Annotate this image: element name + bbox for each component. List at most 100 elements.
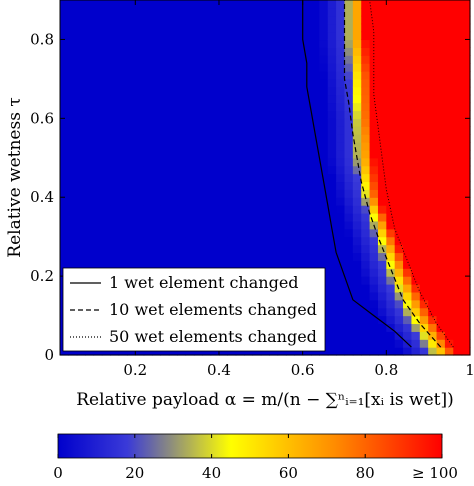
heat-cell <box>160 31 170 41</box>
heat-cell <box>177 197 187 206</box>
heat-cell <box>269 55 279 64</box>
heat-cell <box>336 220 346 230</box>
heat-cell <box>244 31 254 41</box>
heat-cell <box>76 236 86 246</box>
heat-cell <box>68 252 78 261</box>
heat-cell <box>152 213 162 222</box>
heat-cell <box>126 55 136 64</box>
heat-cell <box>411 86 421 96</box>
heat-cell <box>185 102 195 112</box>
heat-cell <box>386 331 396 340</box>
heat-cell <box>444 134 454 143</box>
heat-cell <box>110 220 120 230</box>
heat-cell <box>252 63 262 72</box>
heat-cell <box>152 134 162 143</box>
heat-cell <box>244 220 254 230</box>
heat-cell <box>336 339 346 348</box>
heat-cell <box>260 189 270 198</box>
heat-cell <box>260 86 270 96</box>
heat-cell <box>168 244 178 254</box>
heat-cell <box>135 228 145 238</box>
heat-cell <box>403 110 413 119</box>
heat-cell <box>394 291 404 301</box>
heat-cell <box>110 244 120 254</box>
heat-cell <box>327 260 337 269</box>
heat-cell <box>143 197 153 206</box>
heat-cell <box>294 23 304 33</box>
heat-cell <box>193 15 203 25</box>
heat-cell <box>185 110 195 119</box>
heat-cell <box>369 213 379 222</box>
heat-cell <box>160 110 170 119</box>
heat-cell <box>93 157 103 167</box>
heat-cell <box>202 110 212 119</box>
heat-cell <box>453 142 463 151</box>
heat-cell <box>394 31 404 41</box>
heat-cell <box>444 220 454 230</box>
heat-cell <box>453 94 463 104</box>
heat-cell <box>93 134 103 143</box>
heat-cell <box>260 78 270 88</box>
heat-cell <box>68 260 78 269</box>
heat-cell <box>394 181 404 190</box>
heat-cell <box>461 276 471 285</box>
heat-cell <box>101 86 111 96</box>
heat-cell <box>177 118 187 127</box>
heat-cell <box>60 47 69 56</box>
heat-cell <box>143 213 153 222</box>
heat-cell <box>68 110 78 119</box>
heat-cell <box>453 23 463 33</box>
heat-cell <box>411 39 421 48</box>
heat-cell <box>177 110 187 119</box>
heat-cell <box>436 157 446 167</box>
heat-cell <box>277 0 287 9</box>
heat-cell <box>411 220 421 230</box>
heat-cell <box>411 110 421 119</box>
heat-cell <box>227 47 237 56</box>
heat-cell <box>152 0 162 9</box>
heat-cell <box>419 86 429 96</box>
heat-cell <box>202 94 212 104</box>
heat-cell <box>227 205 237 214</box>
heat-cell <box>202 260 212 269</box>
heat-cell <box>152 252 162 261</box>
heat-cell <box>361 118 371 127</box>
heat-cell <box>227 23 237 33</box>
heat-cell <box>336 331 346 340</box>
heat-cell <box>260 260 270 269</box>
heat-cell <box>361 244 371 254</box>
heat-cell <box>344 157 354 167</box>
heat-cell <box>336 94 346 104</box>
heat-cell <box>453 149 463 159</box>
heat-cell <box>135 149 145 159</box>
heat-cell <box>168 134 178 143</box>
heat-cell <box>428 189 438 198</box>
heat-cell <box>453 347 463 356</box>
heat-cell <box>68 39 78 48</box>
heat-cell <box>444 63 454 72</box>
heat-cell <box>118 110 128 119</box>
heat-cell <box>210 47 220 56</box>
heat-cell <box>419 165 429 175</box>
heat-cell <box>269 134 279 143</box>
heat-cell <box>185 126 195 135</box>
heat-cell <box>453 236 463 246</box>
heat-cell <box>101 31 111 41</box>
heat-cell <box>76 86 86 96</box>
heat-cell <box>344 213 354 222</box>
heat-cell <box>311 213 320 222</box>
heat-cell <box>369 134 379 143</box>
heat-cell <box>135 110 145 119</box>
heat-cell <box>76 0 86 9</box>
heat-cell <box>369 189 379 198</box>
heat-cell <box>160 165 170 175</box>
heat-cell <box>327 23 337 33</box>
heat-cell <box>168 94 178 104</box>
heat-cell <box>126 110 136 119</box>
heat-cell <box>411 331 421 340</box>
heat-cell <box>419 78 429 88</box>
heat-cell <box>352 268 362 277</box>
heat-cell <box>168 220 178 230</box>
heat-cell <box>344 47 354 56</box>
heat-cell <box>143 110 153 119</box>
